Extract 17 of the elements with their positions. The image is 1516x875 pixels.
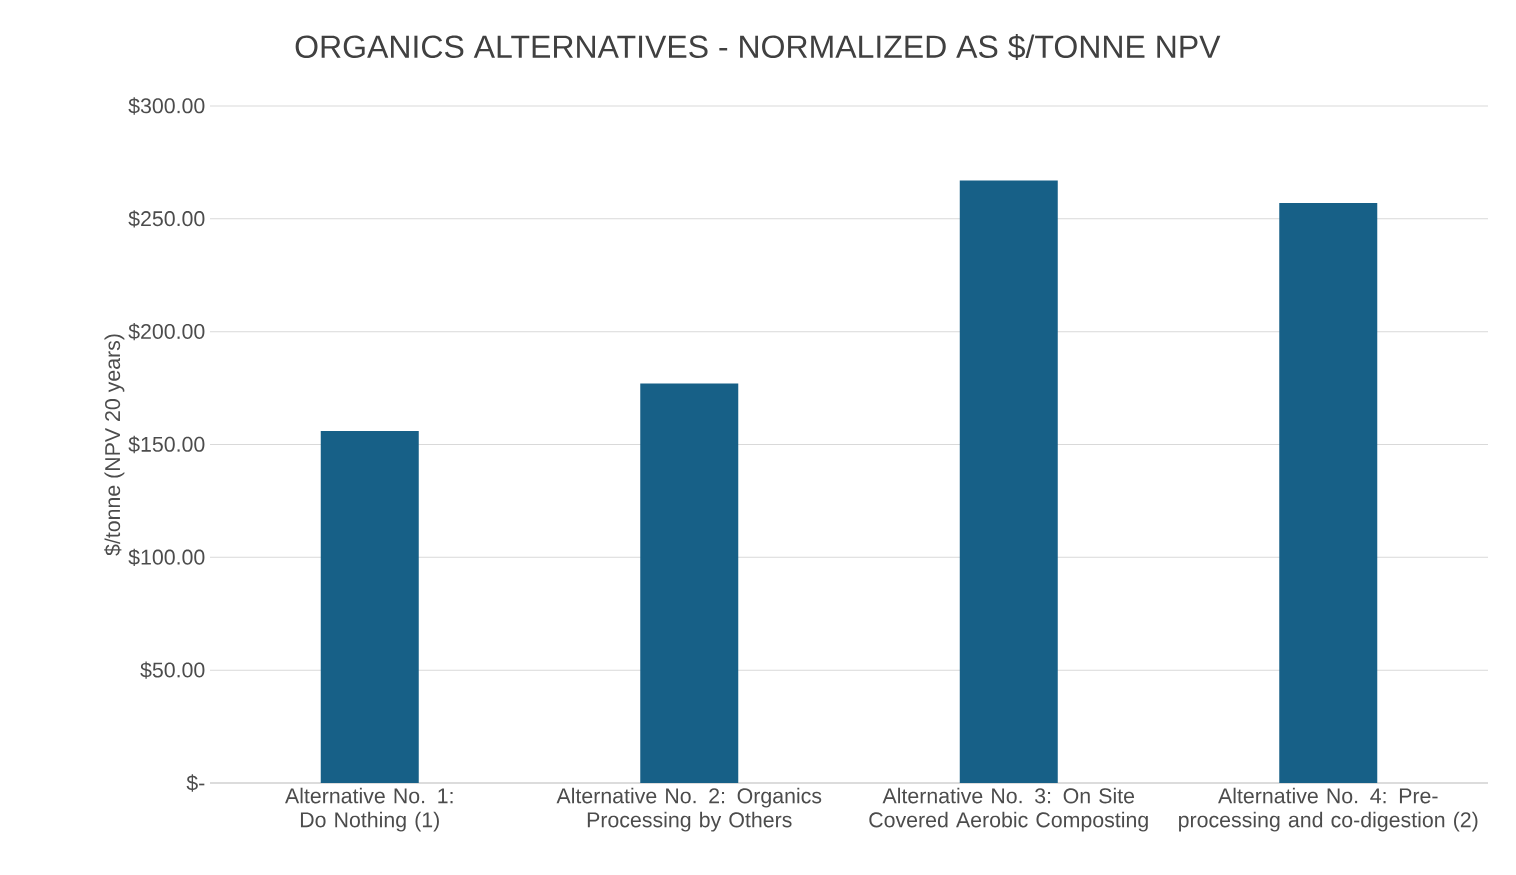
chart-title: ORGANICS ALTERNATIVES - NORMALIZED AS $/TONNE NPV — [295, 34, 1221, 60]
bar — [640, 383, 739, 783]
y-axis-title: $/tonne (NPV 20 years) — [104, 334, 125, 556]
y-tick-label: $200.00 — [128, 323, 205, 341]
y-tick-label: $300.00 — [128, 97, 205, 115]
bar — [959, 180, 1058, 783]
bar — [320, 430, 419, 783]
bar — [1279, 203, 1378, 783]
y-tick-label: $50.00 — [140, 661, 205, 679]
x-tick-label: Alternative No. 1: Do Nothing (1) — [285, 787, 453, 832]
x-tick-label: Alternative No. 2: Organics Processing by Others — [556, 787, 822, 832]
y-tick-label: $250.00 — [128, 210, 205, 228]
y-tick-label: $100.00 — [128, 548, 205, 566]
x-tick-label: Alternative No. 4: Pre-processing and co-digestion (2) — [1179, 787, 1478, 832]
y-tick-label: $150.00 — [128, 435, 205, 454]
x-tick-label: Alternative No. 3: On Site Covered Aerobic Composting — [869, 787, 1148, 832]
y-tick-label: $- — [186, 774, 205, 792]
